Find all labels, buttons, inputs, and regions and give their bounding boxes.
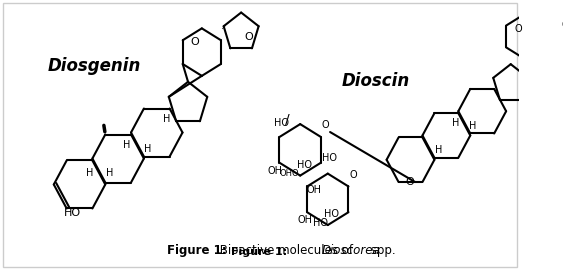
Text: spp.: spp.	[367, 244, 396, 257]
Text: HO: HO	[322, 153, 337, 163]
Text: Figure 1:: Figure 1:	[167, 244, 226, 257]
Text: ...: ...	[215, 14, 233, 31]
Text: O: O	[321, 120, 329, 130]
Text: H: H	[453, 118, 460, 128]
Text: Dioscorea: Dioscorea	[321, 244, 380, 257]
Text: H: H	[86, 168, 93, 178]
Text: HO: HO	[64, 208, 82, 218]
Text: OH: OH	[298, 215, 312, 225]
Text: OH: OH	[307, 185, 322, 195]
Text: H: H	[163, 114, 171, 124]
Text: HO: HO	[324, 209, 339, 219]
Text: HO: HO	[274, 118, 289, 128]
Text: Figure 1:: Figure 1:	[231, 247, 291, 257]
Text: Diosgenin: Diosgenin	[47, 57, 141, 75]
Text: Dioscin: Dioscin	[342, 72, 410, 90]
Text: H: H	[435, 145, 442, 155]
Text: HO: HO	[297, 160, 312, 170]
Text: O: O	[349, 170, 357, 180]
Text: OHO: OHO	[279, 169, 299, 178]
Text: HO: HO	[313, 218, 328, 228]
Text: H: H	[106, 167, 113, 178]
Text: O: O	[244, 32, 253, 42]
Text: H: H	[123, 140, 131, 150]
Text: O: O	[405, 177, 414, 187]
Text: H: H	[145, 144, 152, 154]
FancyBboxPatch shape	[3, 3, 517, 267]
Text: /: /	[285, 112, 289, 126]
Text: O: O	[190, 37, 199, 47]
Text: O: O	[561, 20, 563, 30]
Text: O: O	[514, 23, 522, 33]
Text: H: H	[469, 121, 476, 131]
Text: OH: OH	[267, 166, 283, 176]
Text: Bioactive molecules of: Bioactive molecules of	[216, 244, 356, 257]
